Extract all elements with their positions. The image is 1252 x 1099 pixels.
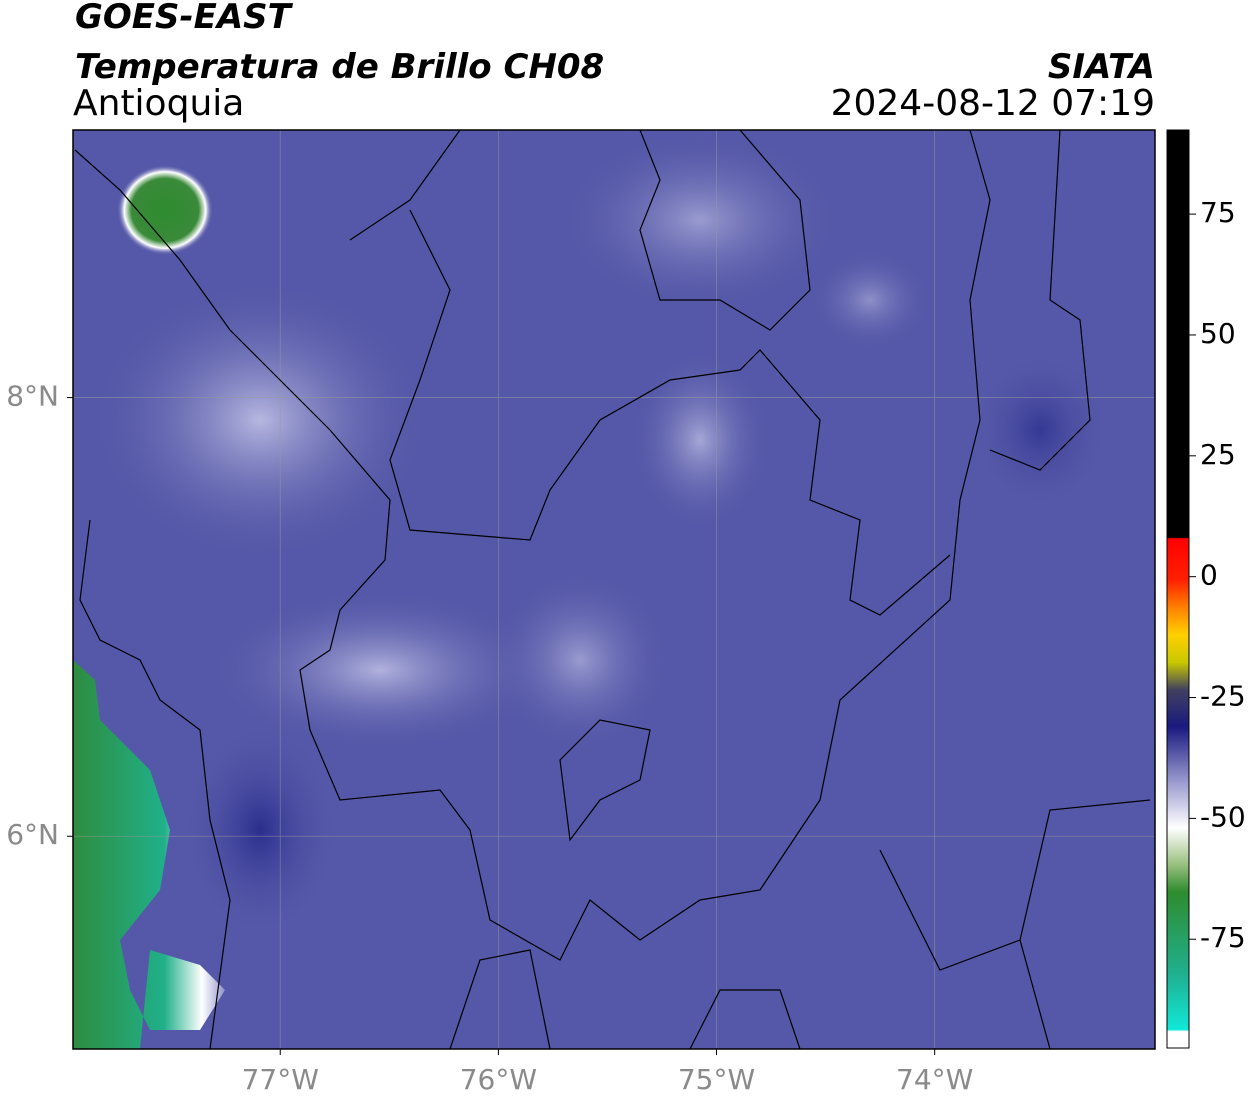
source: SIATA (1048, 47, 1155, 87)
x-tick-label: 75°W (678, 1063, 755, 1096)
y-tick-label: 8°N (6, 380, 59, 413)
colorbar-tick-label: -75 (1200, 921, 1246, 954)
x-tick-label: 77°W (242, 1063, 319, 1096)
colorbar-tick-label: -25 (1200, 680, 1246, 713)
y-tick-label: 6°N (6, 818, 59, 851)
colorbar-tick-label: 25 (1200, 438, 1236, 471)
map-frame (72, 129, 1156, 1050)
colorbar-tick-label: 75 (1200, 196, 1236, 229)
map-image (73, 130, 1155, 1049)
colorbar (1166, 129, 1190, 1049)
x-tick-label: 74°W (896, 1063, 973, 1096)
title: GOES-EAST (75, 0, 294, 37)
x-tick-label: 76°W (460, 1063, 537, 1096)
datetime: 2024-08-12 07:19 (831, 83, 1155, 124)
region: Antioquia (73, 83, 244, 124)
grid (73, 130, 1155, 1049)
colorbar-tick-label: -50 (1200, 800, 1246, 833)
subtitle: Temperatura de Brillo CH08 (75, 47, 604, 87)
colorbar-tick-label: 50 (1200, 317, 1236, 350)
colorbar-tick-label: 0 (1200, 559, 1218, 592)
